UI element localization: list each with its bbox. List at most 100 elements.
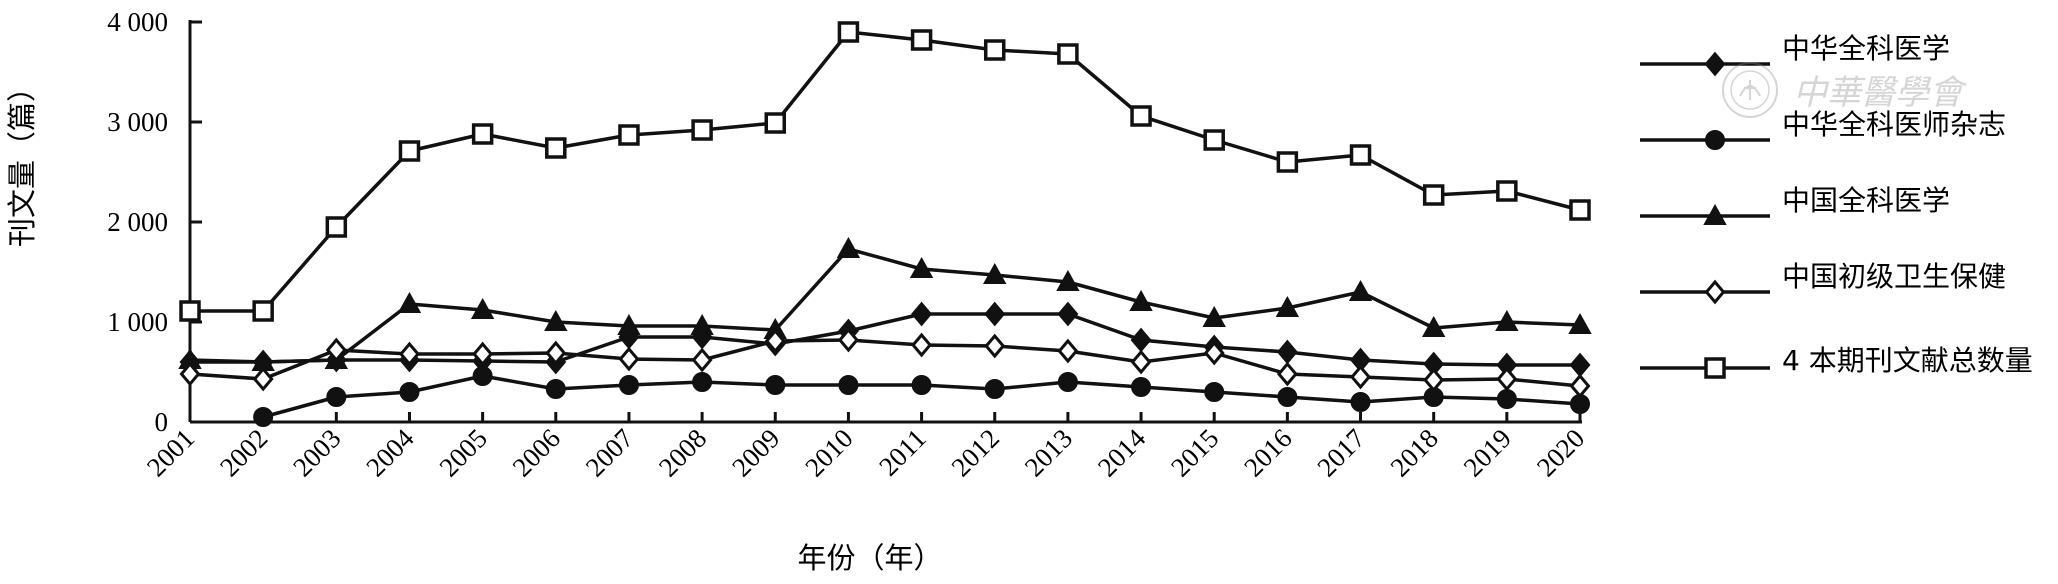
y-tick-label: 0: [155, 407, 169, 437]
x-tick-label: 2001: [141, 423, 200, 482]
data-point: [984, 333, 1006, 359]
data-point: [253, 407, 274, 427]
x-tick-label: 2010: [799, 423, 858, 482]
data-point: [692, 372, 713, 392]
data-point: [1423, 367, 1445, 393]
data-point: [252, 366, 274, 392]
x-tick-label: 2003: [287, 423, 346, 482]
data-point: [399, 341, 420, 367]
data-point: [1057, 301, 1079, 327]
data-point: [325, 337, 347, 363]
series-layer: [178, 21, 1592, 427]
data-point: [1130, 105, 1152, 127]
x-tick-label: 2008: [653, 423, 712, 482]
data-point: [983, 262, 1007, 284]
data-point: [617, 313, 641, 335]
data-point: [398, 140, 421, 162]
data-point: [1276, 339, 1298, 365]
data-point: [1421, 315, 1446, 337]
data-point: [837, 21, 860, 43]
series-line: [189, 247, 1581, 364]
data-point: [1204, 382, 1225, 402]
data-point: [1350, 392, 1371, 412]
x-tick-label: 2015: [1165, 423, 1224, 482]
series-3: [178, 236, 1592, 371]
legend-marker: [1704, 51, 1726, 77]
legend-item-3: 中国全科医学: [1640, 184, 1950, 225]
data-point: [1057, 338, 1079, 364]
legend-item-5: 4 本期刊文献总数量: [1640, 344, 2033, 379]
data-point: [909, 256, 934, 278]
data-point: [1130, 349, 1152, 375]
legend-label: 4 本期刊文献总数量: [1782, 344, 2033, 377]
data-point: [1569, 373, 1591, 399]
data-point: [1495, 309, 1519, 331]
y-axis-ticks: 0 1 000 2 000 3 000 4 000: [107, 7, 202, 437]
x-tick-label: 2004: [360, 423, 420, 483]
data-point: [1202, 305, 1226, 327]
x-tick-label: 2013: [1019, 423, 1078, 482]
data-point: [983, 39, 1006, 61]
data-point: [545, 340, 567, 366]
y-tick-label: 1 000: [107, 307, 168, 337]
series-5: [179, 21, 1591, 322]
data-point: [1422, 184, 1445, 206]
data-point: [179, 361, 201, 387]
y-tick-label: 4 000: [107, 7, 168, 37]
data-point: [1348, 279, 1373, 301]
x-tick-label: 2017: [1311, 423, 1370, 482]
data-point: [1203, 340, 1225, 366]
data-point: [984, 301, 1006, 327]
data-point: [1496, 389, 1517, 409]
x-tick-label: 2020: [1531, 423, 1590, 482]
data-point: [837, 327, 859, 353]
x-tick-label: 2011: [873, 423, 932, 482]
data-point: [1203, 129, 1225, 151]
legend-item-4: 中国初级卫生保健: [1640, 260, 2006, 305]
data-point: [470, 297, 495, 319]
data-point: [1129, 289, 1153, 311]
data-point: [472, 341, 494, 367]
x-tick-label: 2006: [507, 423, 566, 482]
data-point: [911, 301, 933, 327]
data-point: [836, 236, 861, 258]
data-point: [691, 119, 713, 141]
data-point: [544, 309, 568, 331]
x-tick-label: 2005: [433, 423, 492, 482]
x-tick-label: 2016: [1238, 423, 1297, 482]
data-point: [1276, 361, 1298, 387]
x-tick-label: 2009: [726, 423, 785, 482]
data-point: [1569, 352, 1591, 378]
data-point: [1569, 199, 1591, 221]
data-point: [690, 313, 714, 335]
legend-marker: [1704, 279, 1726, 305]
legend-marker: [1703, 203, 1727, 225]
data-point: [1131, 377, 1152, 397]
data-point: [765, 375, 786, 395]
data-point: [618, 124, 640, 146]
data-point: [1275, 295, 1300, 317]
legend-label: 中华全科医师杂志: [1782, 108, 2006, 141]
data-point: [838, 375, 859, 395]
data-point: [325, 216, 348, 238]
data-point: [545, 137, 567, 159]
data-point: [1130, 327, 1152, 353]
svg-text:中華醫學會: 中華醫學會: [1793, 73, 1968, 113]
data-point: [984, 379, 1005, 399]
data-point: [911, 375, 932, 395]
data-point: [252, 300, 274, 322]
x-tick-label: 2014: [1092, 423, 1152, 483]
legend-item-1: 中华全科医学: [1640, 32, 1950, 77]
series-4: [179, 327, 1591, 399]
data-point: [1496, 180, 1518, 202]
data-point: [179, 300, 201, 322]
y-axis-title: 刊文量（篇）: [5, 73, 39, 247]
legend-label: 中国全科医学: [1782, 184, 1950, 217]
x-tick-label: 2019: [1458, 423, 1517, 482]
data-point: [1057, 43, 1079, 65]
data-point: [472, 366, 493, 386]
legend-label: 中国初级卫生保健: [1782, 260, 2006, 293]
x-axis-title: 年份（年）: [797, 541, 942, 575]
